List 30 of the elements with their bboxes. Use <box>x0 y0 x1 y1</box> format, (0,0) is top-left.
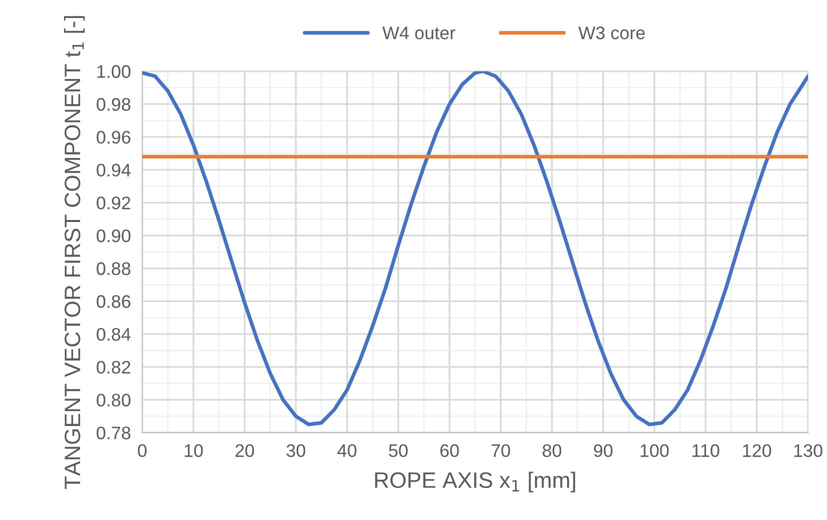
x-tick-label: 130 <box>794 444 822 458</box>
x-axis-title: ROPE AXIS x$_{1}$ [mm] <box>375 472 576 492</box>
y-tick-label: 0.96 <box>96 130 130 144</box>
y-tick-label: 1.00 <box>97 65 130 78</box>
x-tick-label: 60 <box>440 444 459 458</box>
x-tick-label: 70 <box>492 444 510 458</box>
y-tick-label: 0.90 <box>96 229 130 242</box>
x-tick-label: 40 <box>337 444 356 458</box>
y-tick-label: 0.80 <box>96 394 130 407</box>
y-axis-title: TANGENT VECTOR FIRST COMPONENT t$_{1}$ [-] <box>64 16 85 489</box>
x-tick-label: 120 <box>743 444 772 458</box>
x-tick-label: 80 <box>542 444 562 458</box>
legend-label: W3 core <box>578 26 645 40</box>
y-tick-label: 0.84 <box>96 328 131 341</box>
x-tick-label: 10 <box>184 444 203 458</box>
x-tick-label: 50 <box>388 444 408 458</box>
x-tick-label: 100 <box>640 444 669 458</box>
x-tick-label: 110 <box>692 444 720 458</box>
x-tick-label: 30 <box>286 444 306 458</box>
y-tick-label: 0.94 <box>96 164 131 177</box>
y-tick-label: 0.78 <box>96 426 130 440</box>
y-tick-label: 0.92 <box>96 196 130 210</box>
y-tick-label: 0.88 <box>96 262 130 276</box>
y-tick-label: 0.86 <box>96 295 130 308</box>
x-tick-label: 90 <box>594 444 612 458</box>
y-tick-label: 0.82 <box>96 360 130 374</box>
y-tick-label: 0.98 <box>96 98 130 111</box>
legend-label: W4 outer <box>382 26 456 40</box>
x-tick-label: 0 <box>138 444 147 458</box>
x-tick-label: 20 <box>236 444 254 458</box>
